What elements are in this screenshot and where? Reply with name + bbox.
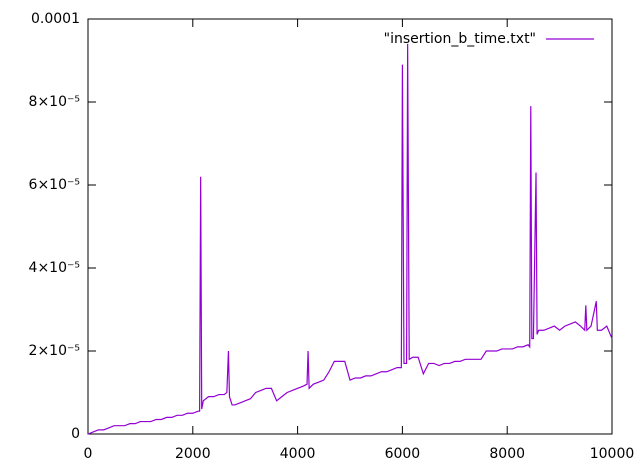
y-tick-label: 0	[71, 426, 80, 442]
x-tick-label: 2000	[175, 446, 211, 462]
y-tick-label: 0.0001	[31, 11, 80, 27]
y-tick-label: 8×10⁻⁵	[29, 94, 80, 110]
x-tick-label: 4000	[280, 446, 316, 462]
y-tick-label: 4×10⁻⁵	[29, 260, 80, 276]
x-tick-label: 10000	[590, 446, 635, 462]
legend-label: "insertion_b_time.txt"	[384, 31, 536, 47]
y-tick-label: 2×10⁻⁵	[29, 343, 80, 359]
data-line	[87, 43, 613, 435]
x-tick-label: 8000	[489, 446, 525, 462]
plot-border	[87, 18, 613, 435]
y-tick-label: 6×10⁻⁵	[29, 177, 80, 193]
x-tick-label: 6000	[385, 446, 421, 462]
x-tick-label: 0	[84, 446, 93, 462]
